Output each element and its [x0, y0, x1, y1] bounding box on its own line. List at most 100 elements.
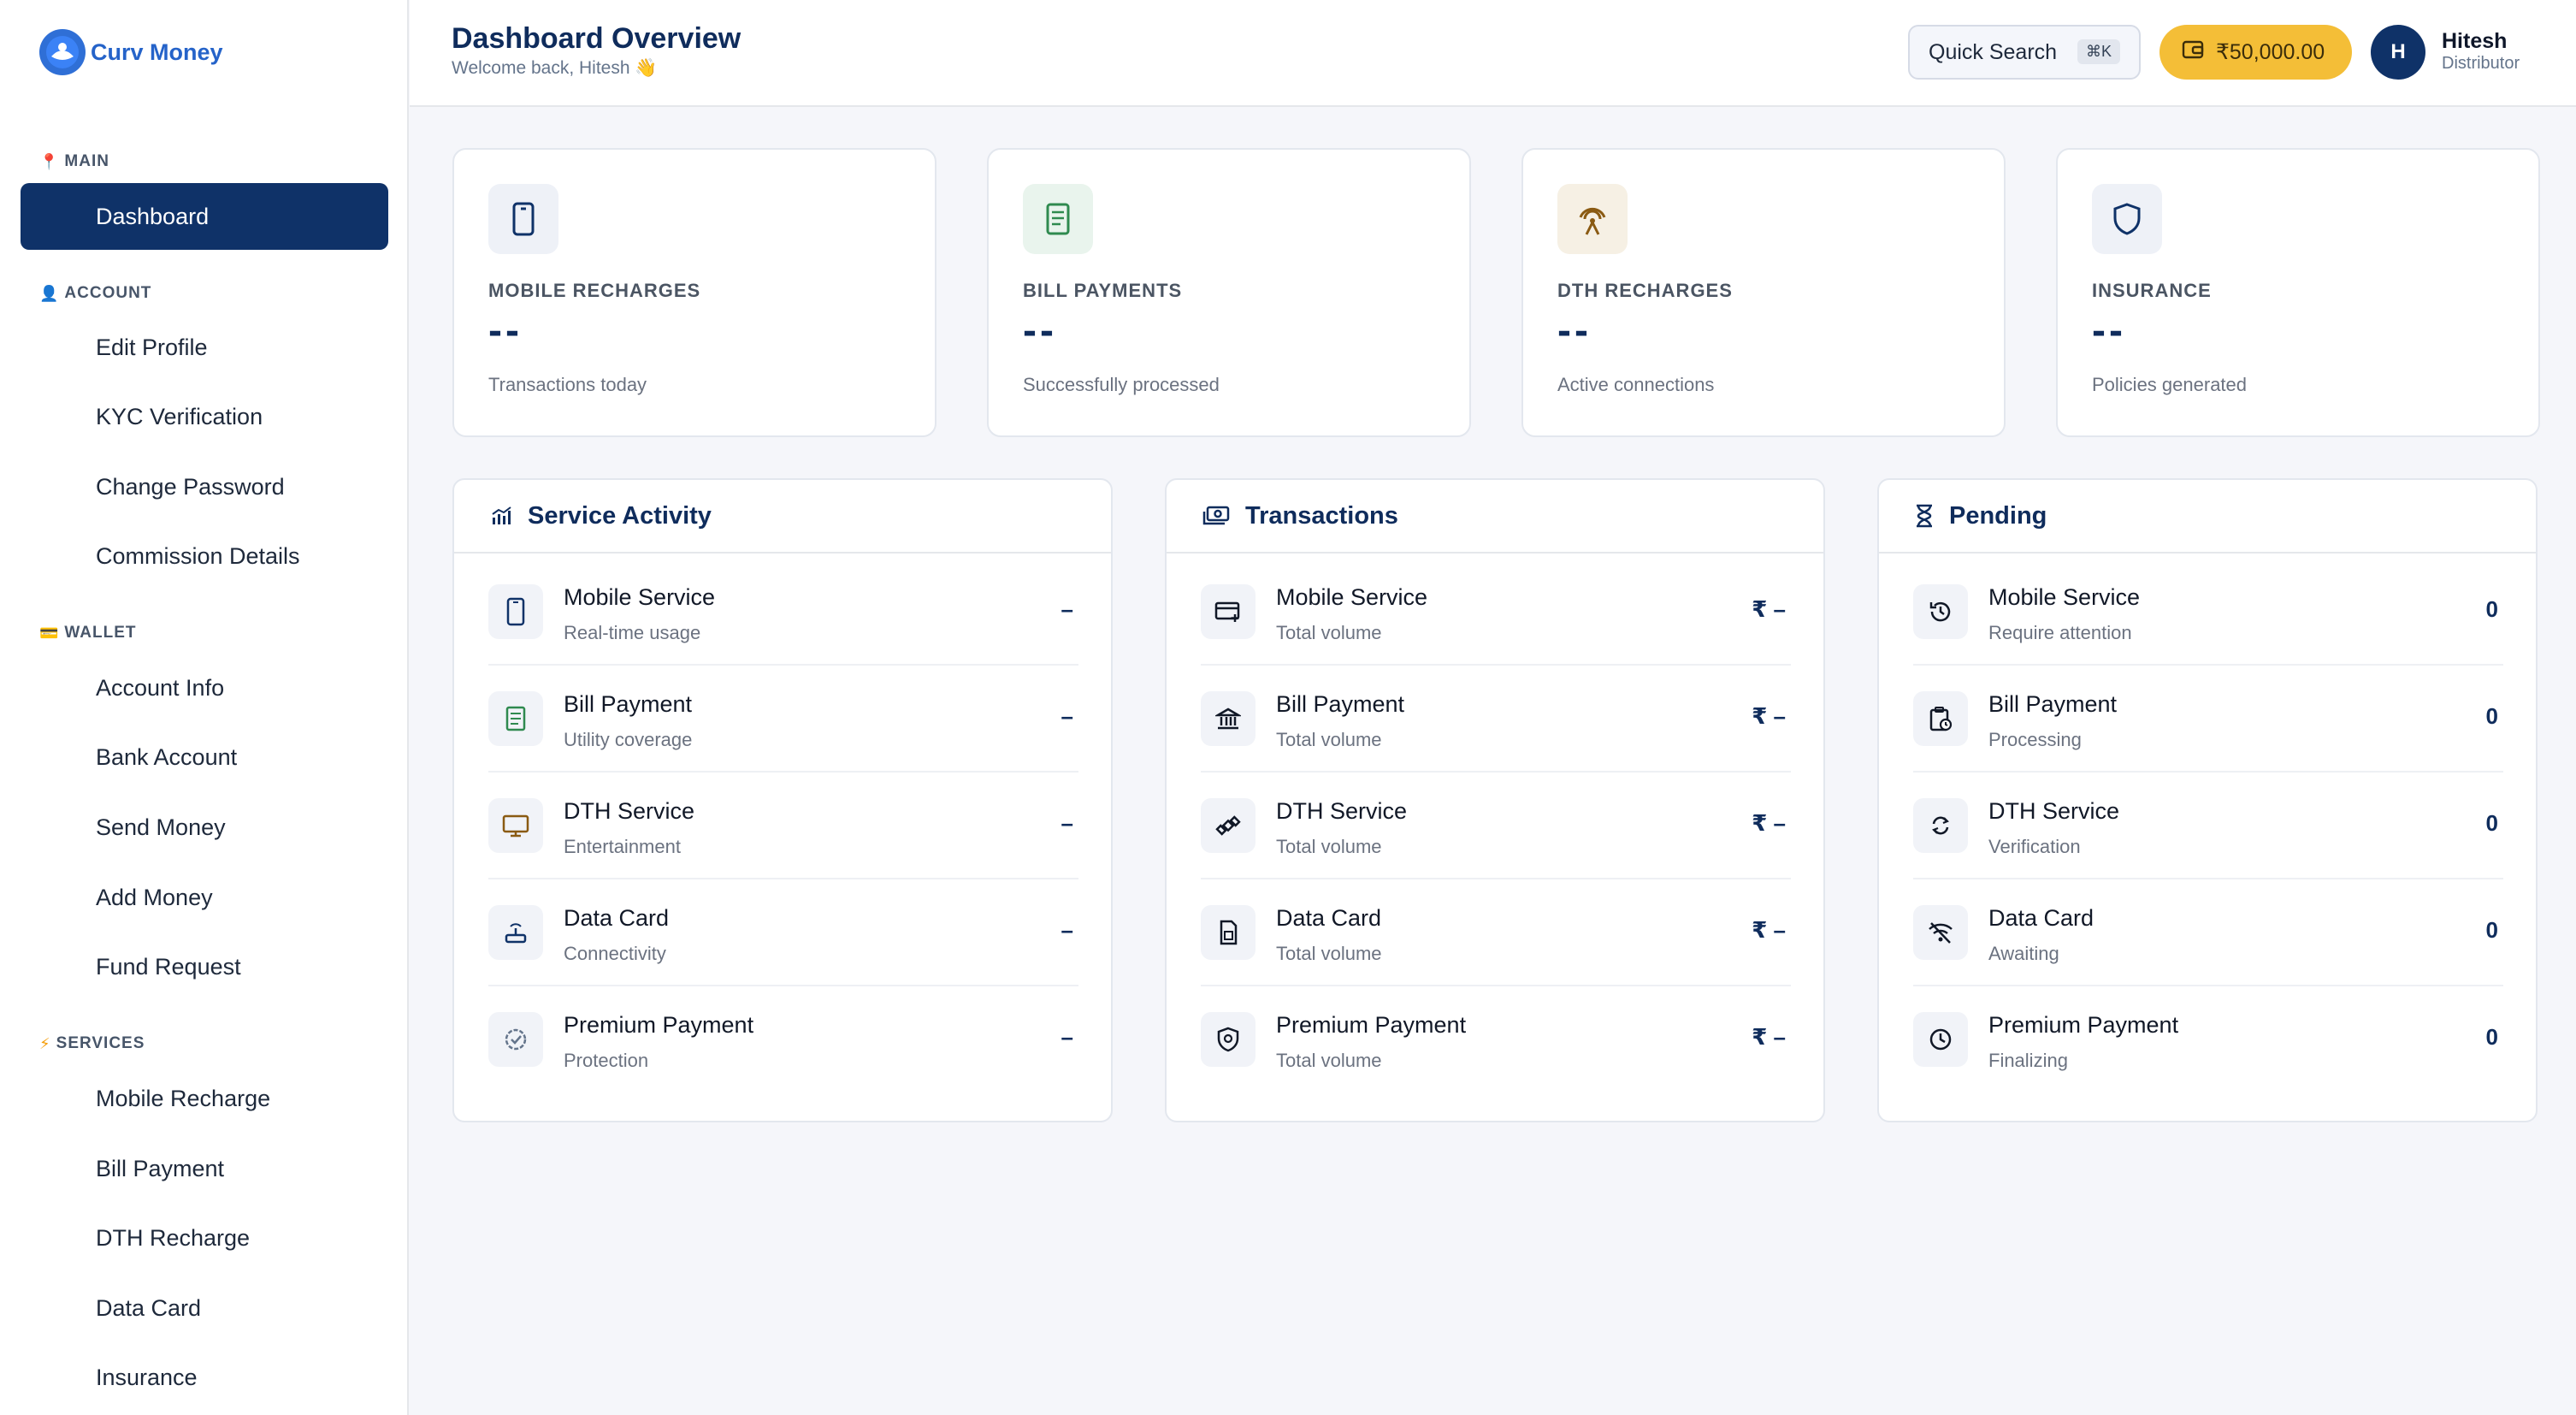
- stat-card-insurance[interactable]: INSURANCE -- Policies generated: [2056, 148, 2540, 437]
- row-value: –: [1061, 703, 1073, 729]
- stat-caption: Successfully processed: [1023, 374, 1220, 395]
- router-icon: [488, 905, 543, 960]
- list-item[interactable]: Mobile Service Real-time usage –: [488, 559, 1078, 666]
- sidebar-item-edit-profile[interactable]: Edit Profile: [96, 334, 208, 360]
- card-add-icon: [1201, 584, 1256, 639]
- list-item[interactable]: Mobile Service Require attention 0: [1913, 559, 2503, 666]
- row-subtitle: Connectivity: [564, 943, 666, 964]
- sidebar-item-kyc-verification[interactable]: KYC Verification: [96, 403, 263, 429]
- row-subtitle: Real-time usage: [564, 622, 701, 643]
- quick-search-button[interactable]: Quick Search ⌘K: [1908, 25, 2141, 80]
- stat-card-dth-recharges[interactable]: DTH RECHARGES -- Active connections: [1521, 148, 2006, 437]
- sidebar-item-insurance[interactable]: Insurance: [96, 1364, 198, 1390]
- row-title: Mobile Service: [1988, 584, 2141, 610]
- card-icon: 💳: [39, 624, 60, 642]
- verified-icon: [488, 1012, 543, 1067]
- user-role: Distributor: [2442, 54, 2520, 73]
- row-title: Bill Payment: [1276, 691, 1405, 717]
- list-item[interactable]: Data Card Connectivity –: [488, 879, 1078, 986]
- panel-title: Pending: [1949, 501, 2047, 530]
- list-item[interactable]: Premium Payment Finalizing 0: [1913, 986, 2503, 1093]
- row-title: DTH Service: [1276, 798, 1408, 824]
- avatar[interactable]: H: [2371, 25, 2425, 80]
- quick-search-label: Quick Search: [1929, 39, 2058, 64]
- row-title: Bill Payment: [1988, 691, 2118, 717]
- row-subtitle: Finalizing: [1988, 1050, 2068, 1071]
- section-account: 👤 ACCOUNT: [39, 284, 151, 303]
- row-value: ₹ –: [1752, 810, 1786, 836]
- sidebar-item-mobile-recharge[interactable]: Mobile Recharge: [96, 1085, 271, 1111]
- section-services: ⚡ SERVICES: [39, 1034, 145, 1053]
- row-value: ₹ –: [1752, 917, 1786, 943]
- row-value: ₹ –: [1752, 1024, 1786, 1050]
- top-header: Dashboard Overview Welcome back, Hitesh …: [410, 0, 2576, 107]
- row-subtitle: Verification: [1988, 836, 2081, 857]
- sidebar-item-bill-payment[interactable]: Bill Payment: [96, 1155, 225, 1181]
- satellite-icon: [1201, 798, 1256, 853]
- list-item[interactable]: Bill Payment Processing 0: [1913, 666, 2503, 773]
- user-name[interactable]: Hitesh: [2442, 29, 2508, 53]
- row-title: DTH Service: [564, 798, 695, 824]
- row-value: –: [1061, 596, 1073, 622]
- pin-icon: 📍: [39, 152, 60, 170]
- list-item[interactable]: Premium Payment Protection –: [488, 986, 1078, 1093]
- row-title: Bill Payment: [564, 691, 693, 717]
- row-value: –: [1061, 810, 1073, 836]
- list-item[interactable]: Bill Payment Utility coverage –: [488, 666, 1078, 773]
- stat-card-bill-payments[interactable]: BILL PAYMENTS -- Successfully processed: [987, 148, 1471, 437]
- list-item[interactable]: Mobile Service Total volume ₹ –: [1201, 559, 1791, 666]
- row-title: Data Card: [564, 905, 670, 931]
- transactions-panel: Transactions Mobile Service Total volume…: [1165, 478, 1825, 1122]
- list-item[interactable]: DTH Service Entertainment –: [488, 773, 1078, 879]
- sidebar-item-commission-details[interactable]: Commission Details: [96, 542, 300, 569]
- tv-icon: [488, 798, 543, 853]
- sidebar-item-data-card[interactable]: Data Card: [96, 1294, 202, 1321]
- list-item[interactable]: Data Card Awaiting 0: [1913, 879, 2503, 986]
- row-subtitle: Total volume: [1276, 943, 1382, 964]
- stat-label: MOBILE RECHARGES: [488, 280, 701, 301]
- cash-icon: [1202, 506, 1230, 526]
- sidebar-item-dth-recharge[interactable]: DTH Recharge: [96, 1224, 251, 1251]
- row-title: Data Card: [1988, 905, 2094, 931]
- stat-caption: Transactions today: [488, 374, 647, 395]
- stat-value: --: [2092, 308, 2126, 353]
- phone-icon: [488, 184, 558, 254]
- sidebar-item-add-money[interactable]: Add Money: [96, 884, 213, 910]
- stat-label: BILL PAYMENTS: [1023, 280, 1183, 301]
- history-icon: [1913, 584, 1968, 639]
- list-item[interactable]: DTH Service Total volume ₹ –: [1201, 773, 1791, 879]
- stat-card-mobile-recharges[interactable]: MOBILE RECHARGES -- Transactions today: [452, 148, 936, 437]
- hourglass-icon: [1915, 504, 1934, 528]
- sidebar-item-dashboard[interactable]: Dashboard: [21, 183, 388, 250]
- wallet-icon: [2182, 39, 2204, 66]
- list-item[interactable]: DTH Service Verification 0: [1913, 773, 2503, 879]
- brand[interactable]: Curv Money: [39, 29, 223, 75]
- receipt-icon: [1023, 184, 1093, 254]
- wallet-balance-button[interactable]: ₹50,000.00: [2159, 25, 2352, 80]
- section-label: SERVICES: [56, 1034, 145, 1052]
- sidebar-item-bank-account[interactable]: Bank Account: [96, 743, 238, 770]
- sidebar-item-account-info[interactable]: Account Info: [96, 674, 225, 701]
- row-subtitle: Utility coverage: [564, 729, 693, 750]
- panel-header: Pending: [1879, 480, 2536, 554]
- list-item[interactable]: Premium Payment Total volume ₹ –: [1201, 986, 1791, 1093]
- list-item[interactable]: Data Card Total volume ₹ –: [1201, 879, 1791, 986]
- panel-header: Transactions: [1167, 480, 1823, 554]
- row-title: DTH Service: [1988, 798, 2120, 824]
- receipt-icon: [488, 691, 543, 746]
- row-title: Premium Payment: [564, 1012, 754, 1038]
- user-icon: 👤: [39, 284, 60, 302]
- sidebar-item-send-money[interactable]: Send Money: [96, 814, 226, 840]
- row-title: Premium Payment: [1276, 1012, 1467, 1038]
- section-label: MAIN: [64, 152, 109, 170]
- brand-name: Curv Money: [91, 38, 223, 65]
- row-title: Mobile Service: [564, 584, 716, 610]
- sidebar-item-change-password[interactable]: Change Password: [96, 473, 285, 500]
- row-value: 0: [2485, 703, 2498, 729]
- row-subtitle: Total volume: [1276, 1050, 1382, 1071]
- list-item[interactable]: Bill Payment Total volume ₹ –: [1201, 666, 1791, 773]
- sidebar-item-fund-request[interactable]: Fund Request: [96, 953, 241, 980]
- row-subtitle: Entertainment: [564, 836, 681, 857]
- section-wallet: 💳 WALLET: [39, 624, 137, 642]
- row-title: Data Card: [1276, 905, 1382, 931]
